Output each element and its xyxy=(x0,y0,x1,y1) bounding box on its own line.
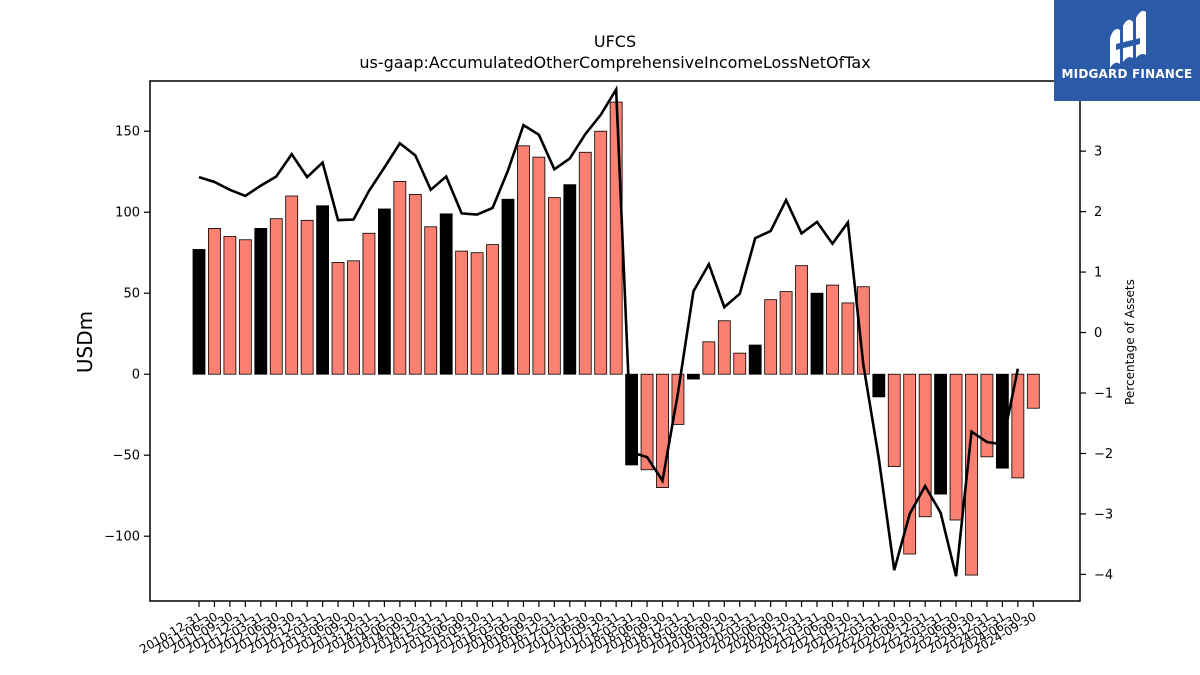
bar xyxy=(764,299,778,375)
bar xyxy=(439,213,453,375)
bar xyxy=(918,373,932,518)
y2-tick-label: 2 xyxy=(1094,205,1102,220)
y-axis-ticks: −100 −50 0 50 100 150 xyxy=(104,125,150,545)
bar xyxy=(965,373,978,576)
y2-axis-ticks: −4−3−2−101234 xyxy=(1080,84,1113,583)
y2-axis-label: Percentage of Assets xyxy=(1123,279,1137,405)
bar xyxy=(1026,373,1040,409)
bar xyxy=(547,197,561,375)
chart-subtitle: us-gaap:AccumulatedOtherComprehensiveInc… xyxy=(359,53,870,72)
bar xyxy=(517,145,530,375)
bar xyxy=(377,208,391,375)
midgard-logo-icon xyxy=(1110,10,1146,68)
logo-text: MIDGARD FINANCE xyxy=(1061,67,1193,81)
midgard-finance-logo: MIDGARD FINANCE xyxy=(1054,0,1200,101)
chart-title: UFCS xyxy=(594,32,636,51)
bar xyxy=(316,205,330,375)
bar-series xyxy=(192,101,1040,576)
bar xyxy=(980,373,994,458)
bar xyxy=(208,228,221,375)
bar xyxy=(532,156,546,375)
y-tick-label: 50 xyxy=(123,287,140,302)
bar xyxy=(501,198,515,375)
bar xyxy=(640,373,654,471)
bar xyxy=(687,373,700,380)
y-tick-label: 150 xyxy=(115,125,140,140)
bar xyxy=(269,218,283,375)
bar xyxy=(872,373,886,398)
bar xyxy=(455,250,469,375)
bar xyxy=(594,130,608,375)
y2-tick-label: −3 xyxy=(1094,507,1113,522)
plot-frame xyxy=(149,80,1081,602)
bar xyxy=(192,249,206,375)
bar xyxy=(331,262,345,375)
bar xyxy=(347,260,360,375)
bar xyxy=(795,265,808,375)
y-tick-label: 0 xyxy=(132,368,140,383)
bar xyxy=(393,181,407,375)
bar xyxy=(563,184,577,375)
bar xyxy=(238,239,252,375)
bar xyxy=(779,291,793,375)
bar xyxy=(609,101,623,375)
bar xyxy=(254,228,268,375)
bar xyxy=(300,219,314,375)
y2-tick-label: 3 xyxy=(1094,145,1102,160)
bar xyxy=(856,286,870,375)
bar xyxy=(887,373,901,467)
bar xyxy=(486,244,499,375)
percentage-of-assets-line xyxy=(198,85,1020,577)
y2-tick-label: −1 xyxy=(1094,387,1113,402)
bar xyxy=(424,226,438,375)
bar xyxy=(656,373,669,489)
bar xyxy=(223,236,237,375)
bar xyxy=(470,252,484,375)
bar xyxy=(733,352,747,375)
bar xyxy=(748,344,762,375)
y-tick-label: −100 xyxy=(104,530,140,545)
bar xyxy=(810,292,824,375)
bar xyxy=(285,195,299,375)
bar xyxy=(841,302,855,375)
bar xyxy=(578,151,592,375)
bar xyxy=(949,373,963,521)
y2-tick-label: −2 xyxy=(1094,447,1113,462)
bar xyxy=(934,373,947,495)
bar xyxy=(362,232,376,375)
y2-tick-label: 1 xyxy=(1094,266,1102,281)
y2-tick-label: −4 xyxy=(1094,568,1113,583)
bar xyxy=(717,320,731,375)
bar xyxy=(826,284,839,375)
y2-tick-label: 0 xyxy=(1094,326,1102,341)
bar xyxy=(702,341,716,375)
x-axis-ticks: 2010-12-312011-06-302011-09-302011-12-31… xyxy=(137,601,1039,656)
y-axis-label: USDm xyxy=(73,311,97,373)
y-tick-label: 100 xyxy=(115,206,140,221)
y-tick-label: −50 xyxy=(113,449,140,464)
bar xyxy=(408,193,422,375)
